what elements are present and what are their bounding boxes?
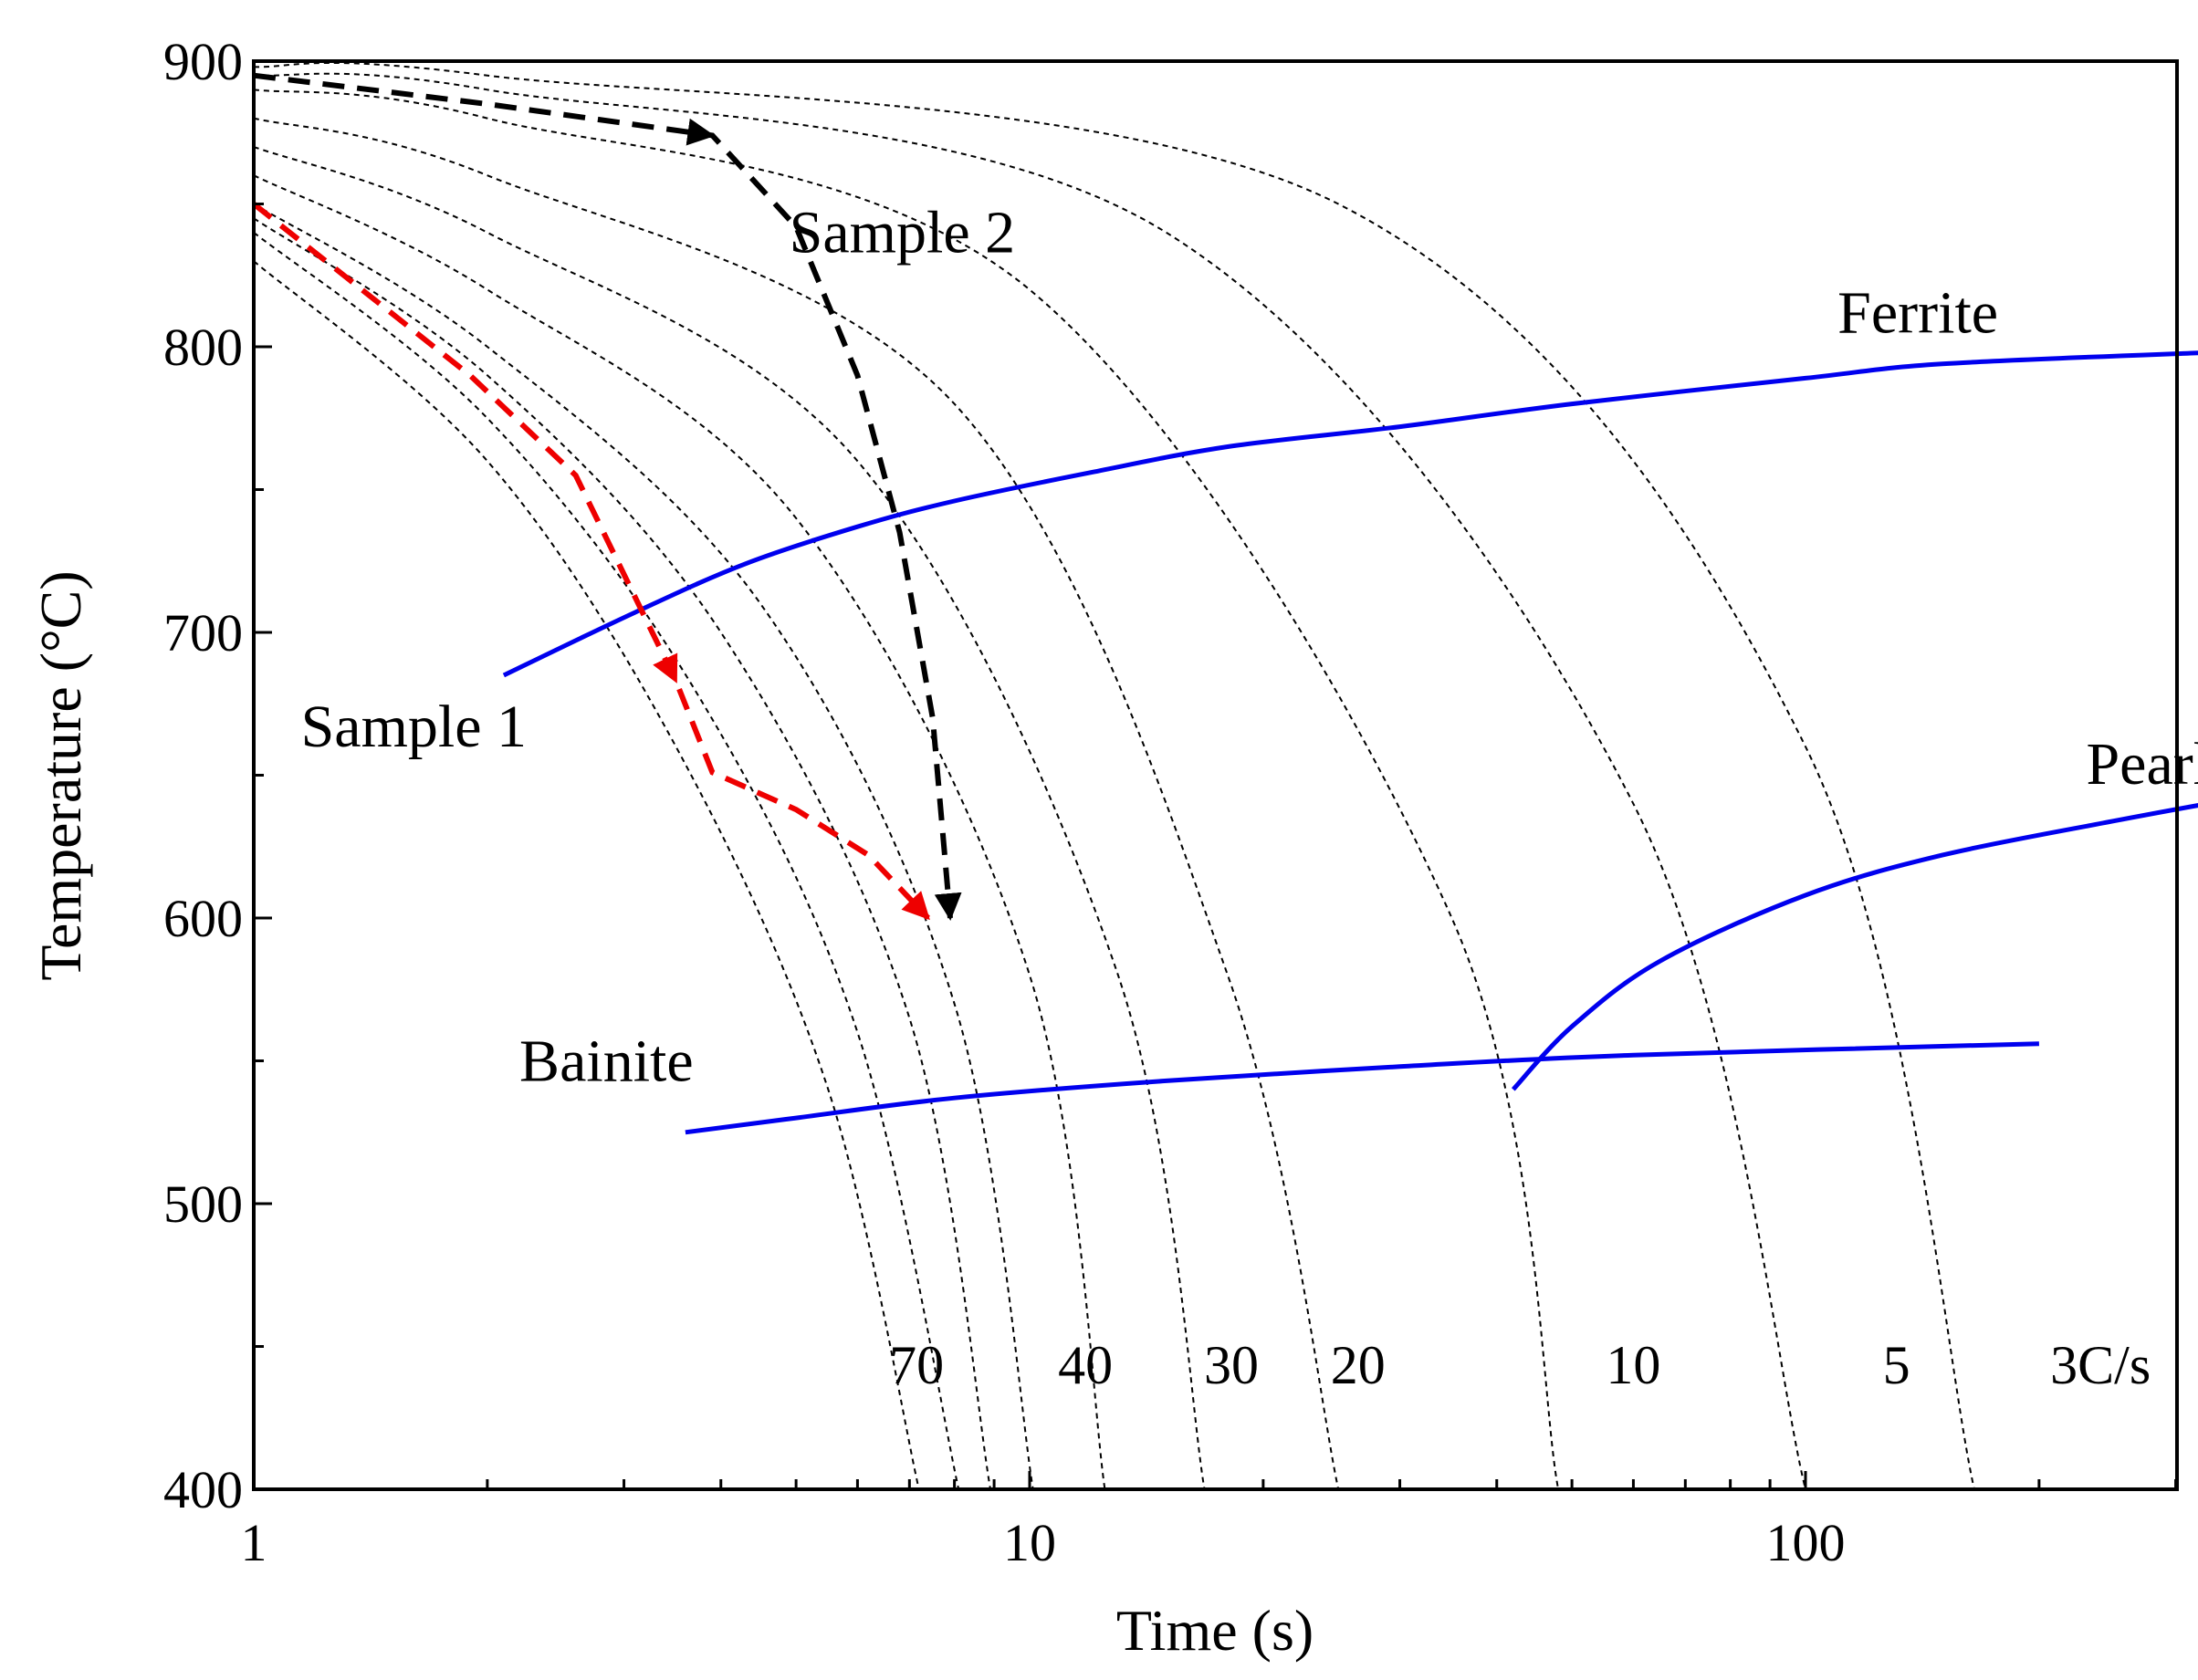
- x-tick-label: 10: [1003, 1513, 1056, 1572]
- y-axis-title: Temperature (°C): [28, 570, 93, 980]
- x-tick-label: 1: [241, 1513, 267, 1572]
- y-tick-label: 500: [163, 1174, 243, 1234]
- cooling-rate-label: 3C/s: [2050, 1335, 2151, 1395]
- cooling-rate-label: 70: [889, 1335, 944, 1395]
- y-tick-label: 900: [163, 32, 243, 91]
- ferrite-start-line: [502, 350, 2198, 678]
- cooling-curve-2: [253, 232, 960, 1490]
- sample-2-path: [253, 72, 953, 919]
- cooling-curves: [253, 61, 1975, 1490]
- cooling-curve-30: [253, 145, 1206, 1490]
- label-pearlite: Pearlite: [2086, 731, 2198, 798]
- y-tick-label: 600: [163, 889, 243, 948]
- cooling-curve-5: [253, 174, 1106, 1490]
- cooling-curve-40: [253, 203, 1034, 1490]
- axis-ticks: 400 500 600 700 800 900 1 10 100: [163, 32, 2178, 1572]
- label-sample-1: Sample 1: [301, 694, 527, 760]
- cooling-rate-label: 10: [1606, 1335, 1660, 1395]
- annotations: Ferrite Pearlite Bainite Sample 1 Sample 2 70…: [301, 200, 2198, 1395]
- pearlite-start-line: [1511, 803, 2198, 1091]
- cooling-rate-label: 20: [1331, 1335, 1386, 1395]
- cooling-rate-label: 5: [1883, 1335, 1910, 1395]
- y-tick-label: 400: [163, 1460, 243, 1519]
- cooling-curve-5: [253, 72, 1806, 1490]
- label-bainite: Bainite: [519, 1028, 694, 1094]
- y-tick-label: 800: [163, 318, 243, 377]
- plot-area: [254, 61, 2177, 1489]
- label-ferrite: Ferrite: [1837, 279, 1998, 346]
- cooling-rate-label: 30: [1204, 1335, 1259, 1395]
- cooling-curve-70: [253, 260, 920, 1490]
- cooling-curve-3: [253, 217, 991, 1490]
- bainite-start-line: [685, 1041, 2039, 1135]
- cooling-rate-label: 40: [1058, 1335, 1113, 1395]
- x-axis-title: Time (s): [1116, 1598, 1314, 1663]
- x-tick-label: 100: [1766, 1513, 1846, 1572]
- cooling-curve-3c-s: [253, 61, 1975, 1490]
- sample-1-path: [252, 202, 930, 921]
- y-tick-label: 700: [163, 603, 243, 663]
- cooling-curve-10: [253, 89, 1560, 1490]
- label-sample-2: Sample 2: [790, 200, 1015, 266]
- cooling-curve-20: [253, 117, 1340, 1490]
- data-series: [252, 72, 2198, 1135]
